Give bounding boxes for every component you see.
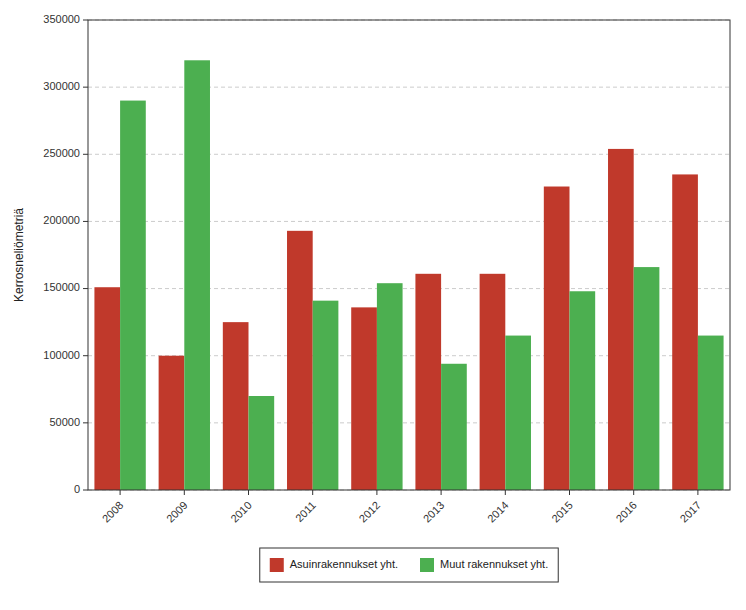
bar — [120, 101, 146, 490]
legend-box — [260, 548, 558, 582]
x-tick — [376, 490, 377, 495]
bar — [223, 322, 249, 490]
y-tick-label: 200000 — [43, 214, 80, 226]
y-tick-label: 350000 — [43, 13, 80, 25]
chart-container: 0 50000 100000 150000 200000 250000 300000 3500… — [0, 0, 746, 610]
x-tick-label: 2016 — [613, 499, 639, 525]
x-tick — [312, 490, 313, 495]
bar — [480, 274, 506, 490]
y-tick-label: 100000 — [43, 349, 80, 361]
bar — [544, 187, 570, 490]
bar — [415, 274, 441, 490]
x-tick-label: 2008 — [100, 499, 126, 525]
bars — [94, 60, 723, 490]
x-tick — [248, 490, 249, 495]
y-tick — [83, 87, 88, 88]
y-tick-label: 0 — [74, 483, 80, 495]
x-tick-label: 2009 — [164, 499, 190, 525]
y-tick — [83, 288, 88, 289]
x-tick-label: 2011 — [293, 499, 318, 524]
bar — [351, 307, 377, 490]
y-tick — [83, 20, 88, 21]
bar — [377, 283, 403, 490]
bar — [634, 267, 660, 490]
y-tick-label: 50000 — [49, 416, 80, 428]
bar — [249, 396, 275, 490]
legend-swatch — [420, 558, 434, 572]
y-grid — [88, 20, 730, 490]
y-tick — [83, 490, 88, 491]
legend-label: Asuinrakennukset yht. — [290, 558, 398, 570]
x-tick-label: 2013 — [421, 499, 447, 525]
bar — [184, 60, 210, 490]
x-tick — [697, 490, 698, 495]
x-tick-label: 2015 — [549, 499, 575, 525]
legend-swatch — [270, 558, 284, 572]
bar — [570, 291, 596, 490]
legend-label: Muut rakennukset yht. — [440, 558, 548, 570]
bar — [287, 231, 313, 490]
x-tick — [441, 490, 442, 495]
y-tick-label: 250000 — [43, 147, 80, 159]
bar — [313, 301, 339, 490]
bar — [505, 336, 531, 490]
chart-svg: 0 50000 100000 150000 200000 250000 300000 3500… — [0, 0, 746, 610]
x-axis: 2008 2009 2010 2011 2012 2013 2014 2015 2016 2017 — [100, 490, 704, 525]
x-tick — [569, 490, 570, 495]
y-tick-label: 150000 — [43, 281, 80, 293]
x-tick-label: 2010 — [228, 499, 254, 525]
x-tick-label: 2014 — [485, 499, 511, 525]
y-tick-label: 300000 — [43, 80, 80, 92]
bar — [441, 364, 467, 490]
bar — [94, 287, 120, 490]
bar — [608, 149, 634, 490]
bar — [698, 336, 724, 490]
y-tick — [83, 422, 88, 423]
bar — [672, 174, 698, 490]
x-tick — [505, 490, 506, 495]
x-tick — [633, 490, 634, 495]
x-tick — [120, 490, 121, 495]
legend: Asuinrakennukset yht. Muut rakennukset yh… — [260, 548, 558, 582]
bar-series — [120, 60, 723, 490]
x-tick-label: 2017 — [678, 499, 704, 525]
x-tick — [184, 490, 185, 495]
y-tick — [83, 221, 88, 222]
bar — [159, 356, 185, 490]
y-tick — [83, 154, 88, 155]
y-axis-label: Kerrosneliömetriä — [12, 208, 26, 302]
y-axis: 0 50000 100000 150000 200000 250000 300000 3500… — [43, 13, 88, 495]
x-tick-label: 2012 — [357, 499, 383, 525]
plot-frame — [88, 20, 730, 490]
y-tick — [83, 355, 88, 356]
